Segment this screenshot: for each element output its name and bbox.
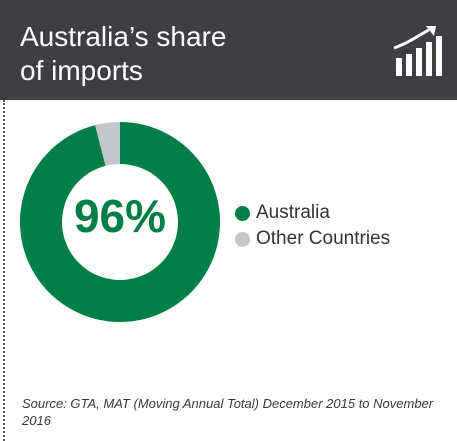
- legend-label-australia: Australia: [256, 202, 330, 223]
- legend-item-other-countries: Other Countries: [235, 226, 390, 252]
- dotted-border: [3, 100, 5, 441]
- title-line-1: Australia’s share: [20, 21, 227, 52]
- header-bar: Australia’s share of imports: [0, 0, 457, 100]
- chart-legend: Australia Other Countries: [235, 200, 390, 252]
- page-title: Australia’s share of imports: [20, 20, 226, 88]
- legend-label-other-countries: Other Countries: [256, 228, 391, 249]
- legend-dot-other-countries: [235, 231, 250, 247]
- legend-dot-australia: [235, 205, 250, 221]
- center-percentage-label: 96%: [73, 190, 167, 242]
- legend-item-australia: Australia: [235, 200, 390, 226]
- bar-chart-growth-icon: [393, 26, 442, 76]
- donut-chart: [19, 122, 220, 322]
- source-note: Source: GTA, MAT (Moving Annual Total) D…: [22, 396, 434, 428]
- slice-australia: [19, 122, 220, 322]
- title-line-2: of imports: [20, 55, 143, 86]
- slice-other-countries: [95, 122, 120, 166]
